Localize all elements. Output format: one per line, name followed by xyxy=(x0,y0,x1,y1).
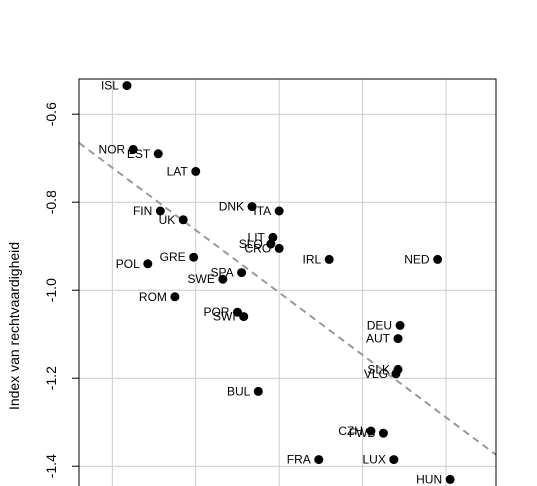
y-tick-label: -1.4 xyxy=(43,454,59,478)
point-label: SPA xyxy=(211,266,234,280)
point-label: AUT xyxy=(366,332,391,346)
data-point xyxy=(366,426,376,436)
point-label: UK xyxy=(159,213,176,227)
point-label: FWB xyxy=(349,426,376,440)
data-point xyxy=(143,259,153,269)
data-point xyxy=(274,206,284,216)
point-label: DNK xyxy=(219,200,244,214)
y-tick-label: -1.0 xyxy=(43,278,59,302)
point-label: SLK xyxy=(367,362,390,376)
y-axis-label: Index van rechtvaardigheid xyxy=(6,242,22,410)
y-tick-label: -1.2 xyxy=(43,366,59,390)
y-tick-label: -0.8 xyxy=(43,190,59,214)
point-label: SWI xyxy=(213,310,236,324)
data-point xyxy=(153,149,163,159)
data-point xyxy=(170,292,180,302)
data-point xyxy=(389,455,399,465)
point-label: POL xyxy=(116,257,140,271)
y-tick-label: -0.6 xyxy=(43,102,59,126)
point-label: SWE xyxy=(188,272,215,286)
data-point xyxy=(324,254,334,264)
data-point xyxy=(191,166,201,176)
data-point xyxy=(378,428,388,438)
point-label: CZH xyxy=(338,424,363,438)
data-point xyxy=(122,81,132,91)
trend-line xyxy=(78,141,497,456)
point-label: LIT xyxy=(248,230,266,244)
point-label: HUN xyxy=(416,472,442,486)
point-label: BUL xyxy=(227,384,251,398)
point-label: FRA xyxy=(287,453,311,467)
data-point xyxy=(189,252,199,262)
data-point xyxy=(178,215,188,225)
point-label: SLO xyxy=(239,237,263,251)
data-point xyxy=(274,243,284,253)
point-label: EST xyxy=(127,147,151,161)
data-point xyxy=(239,312,249,322)
data-point xyxy=(253,386,263,396)
point-label: FIN xyxy=(133,204,152,218)
plot-frame xyxy=(78,78,497,486)
data-point xyxy=(155,206,165,216)
point-label: CRO xyxy=(244,241,271,255)
y-axis: -0.6 -0.8 -1.0 -1.2 -1.4 xyxy=(43,102,79,478)
data-point xyxy=(433,254,443,264)
point-label: ISL xyxy=(101,79,119,93)
data-point xyxy=(314,455,324,465)
point-label: VLG xyxy=(364,367,388,381)
point-label: DEU xyxy=(367,318,392,332)
point-label: ROM xyxy=(139,290,167,304)
data-point xyxy=(393,334,403,344)
data-point xyxy=(218,274,228,284)
point-label: GRE xyxy=(160,250,186,264)
point-label: NOR xyxy=(99,142,126,156)
data-point xyxy=(247,202,257,212)
data-point xyxy=(237,268,247,278)
data-point xyxy=(391,369,401,379)
data-point xyxy=(128,144,138,154)
grid-lines xyxy=(79,79,496,486)
data-point xyxy=(445,474,455,484)
point-label: ITA xyxy=(253,204,271,218)
point-label: NED xyxy=(404,252,430,266)
point-label: LUX xyxy=(362,453,385,467)
point-label: POR xyxy=(203,305,229,319)
data-point xyxy=(395,320,405,330)
data-point xyxy=(266,239,276,249)
data-point xyxy=(232,307,242,317)
point-label: IRL xyxy=(303,252,322,266)
point-label: LAT xyxy=(167,164,189,178)
